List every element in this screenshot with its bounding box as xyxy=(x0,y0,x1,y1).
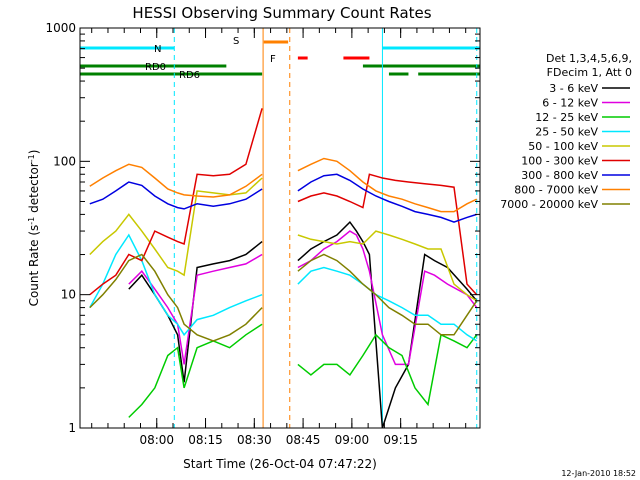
tick-labels: 1 10 100 1000 08:00 08:15 08:30 08:45 09:00 09:15 xyxy=(45,21,417,447)
legend-label-2: 12 - 25 keV xyxy=(535,111,598,124)
y-tick-label-2: 100 xyxy=(53,154,76,168)
rd6-flag-label: RD6 xyxy=(179,70,200,81)
series-line-3 xyxy=(89,233,478,342)
y-axis-label: Count Rate (s-1 detector-1) xyxy=(27,150,42,307)
legend-label-3: 25 - 50 keV xyxy=(535,126,598,139)
night-flag-label: N xyxy=(154,44,161,55)
legend-label-8: 7000 - 20000 keV xyxy=(500,198,598,211)
legend-label-4: 50 - 100 keV xyxy=(528,140,598,153)
series-lines xyxy=(89,108,478,428)
y-label-sup2: -1 xyxy=(27,154,36,162)
legend-header-1: Det 1,3,4,5,6,9, xyxy=(546,52,632,65)
y-label-end: ) xyxy=(27,150,41,155)
series-line-7 xyxy=(89,157,478,213)
timestamp-footer: 12-Jan-2010 18:52 xyxy=(561,469,636,478)
x-tick-label-2: 08:30 xyxy=(237,433,272,447)
series-line-5 xyxy=(89,108,478,296)
legend-header-2: FDecim 1, Att 0 xyxy=(547,66,632,79)
legend-label-6: 300 - 800 keV xyxy=(521,169,598,182)
series-line-0 xyxy=(128,220,478,428)
y-label-sup1: -1 xyxy=(27,217,36,225)
legend-label-7: 800 - 7000 keV xyxy=(514,184,598,197)
flare-flag-label: F xyxy=(270,54,276,65)
y-label-mid: detector xyxy=(27,162,41,217)
legend-label-5: 100 - 300 keV xyxy=(521,155,598,168)
x-axis-label: Start Time (26-Oct-04 07:47:22) xyxy=(183,457,377,471)
x-tick-label-1: 08:15 xyxy=(188,433,223,447)
x-tick-label-0: 08:00 xyxy=(139,433,174,447)
legend-label-1: 6 - 12 keV xyxy=(542,97,598,110)
y-label-main: Count Rate (s xyxy=(27,225,41,307)
series-line-2 xyxy=(128,323,478,418)
y-tick-label-1: 10 xyxy=(61,288,76,302)
series-line-4 xyxy=(89,177,478,302)
series-line-6 xyxy=(89,173,477,223)
y-tick-label-0: 1 xyxy=(68,421,76,435)
plot-frame xyxy=(79,27,481,429)
rd0-flag-label: RD0 xyxy=(145,62,166,73)
legend: Det 1,3,4,5,6,9, FDecim 1, Att 0 3 - 6 k… xyxy=(500,52,632,211)
saa-flag-label: S xyxy=(233,36,239,47)
x-tick-label-4: 09:00 xyxy=(335,433,370,447)
y-tick-label-3: 1000 xyxy=(45,21,76,35)
x-tick-label-3: 08:45 xyxy=(286,433,321,447)
series-line-8 xyxy=(89,253,478,342)
legend-label-0: 3 - 6 keV xyxy=(549,82,598,95)
plot-axes xyxy=(79,27,481,429)
chart-title: HESSI Observing Summary Count Rates xyxy=(132,4,431,22)
x-tick-label-5: 09:15 xyxy=(383,433,418,447)
series-line-1 xyxy=(128,230,478,366)
